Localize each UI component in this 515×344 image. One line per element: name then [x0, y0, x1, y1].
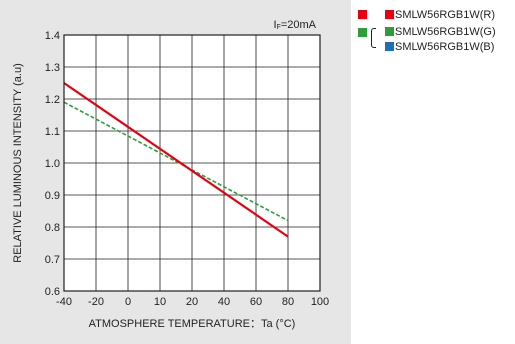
x-tick-label: -20 — [88, 296, 104, 308]
x-axis-title: ATMOSPHERE TEMPERATURE：Ta (°C) — [89, 318, 296, 330]
y-tick-label: 1.1 — [45, 126, 60, 138]
chart-panel: -40 -20 0 10 20 40 60 80 100 0.6 0.7 0.8 0.9 1.0 1.1 1.… — [0, 0, 351, 344]
legend-swatch — [385, 42, 394, 51]
legend-brace — [371, 28, 376, 48]
x-tick-label: 20 — [186, 296, 198, 308]
series-layer — [63, 82, 289, 238]
legend-label: SMLW56RGB1W(R) — [395, 9, 496, 21]
series-line-g — [63, 101, 289, 222]
legend-label: SMLW56RGB1W(G) — [395, 26, 496, 38]
y-tick-label: 1.2 — [45, 94, 60, 106]
x-tick-label: -40 — [56, 296, 72, 308]
tick-labels: -40 -20 0 10 20 40 60 80 100 0.6 0.7 0.8 0.9 1.0 1.1 1.… — [45, 30, 329, 308]
plot-frame — [63, 34, 321, 292]
x-tick-label: 80 — [282, 296, 294, 308]
y-tick-label: 1.4 — [45, 30, 60, 42]
x-tick-label: 40 — [218, 296, 230, 308]
legend-swatch — [385, 27, 394, 36]
legend-group-swatch-green — [358, 28, 367, 37]
x-tick-label: 60 — [250, 296, 262, 308]
x-tick-label: 0 — [125, 296, 131, 308]
x-tick-label: 100 — [311, 296, 329, 308]
y-tick-label: 0.6 — [45, 286, 60, 298]
x-tick-label: 10 — [154, 296, 166, 308]
series-line-r — [63, 82, 289, 238]
y-axis-title: RELATIVE LUMINOUS INTENSITY (a.u) — [12, 63, 24, 262]
grid-lines — [64, 35, 320, 291]
chart-svg: -40 -20 0 10 20 40 60 80 100 0.6 0.7 0.8 0.9 1.0 1.1 1.… — [12, 19, 329, 330]
condition-label: IF=20mA — [273, 19, 316, 31]
legend-label: SMLW56RGB1W(B) — [395, 41, 495, 53]
y-tick-label: 1.3 — [45, 62, 60, 74]
y-tick-label: 0.9 — [45, 190, 60, 202]
y-tick-label: 1.0 — [45, 158, 60, 170]
y-tick-label: 0.8 — [45, 222, 60, 234]
legend-group-swatch-red — [358, 10, 367, 19]
legend-swatch — [385, 10, 394, 19]
y-tick-label: 0.7 — [45, 254, 60, 266]
